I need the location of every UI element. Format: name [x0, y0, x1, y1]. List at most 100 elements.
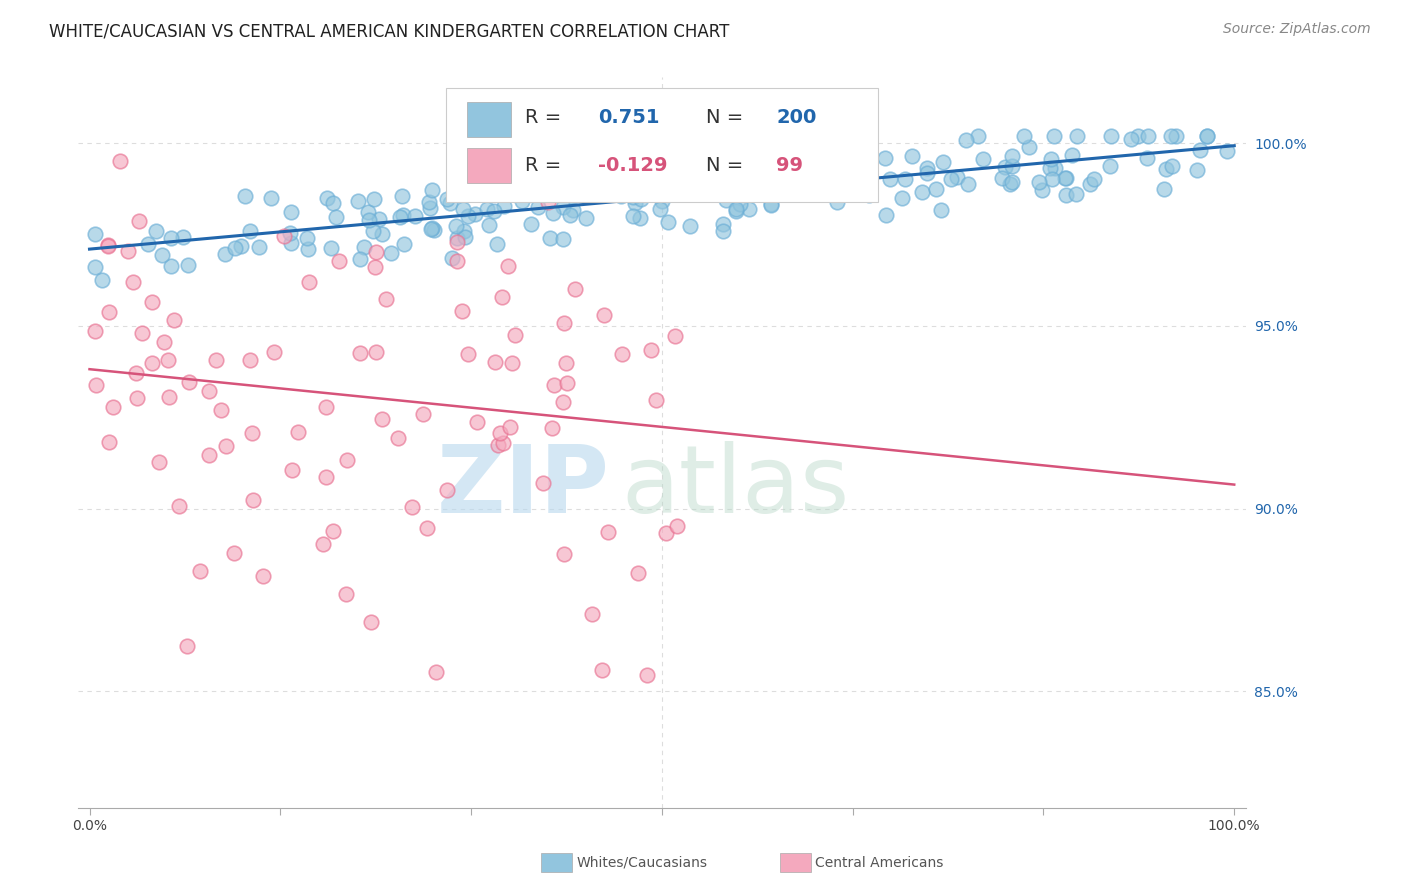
Point: [145, 224, 167, 238]
Point: [325, 210, 347, 224]
Text: 100.0%: 100.0%: [1208, 819, 1261, 833]
Point: [446, 231, 468, 245]
Text: R =: R =: [526, 156, 561, 176]
Point: [773, 151, 796, 165]
Point: [287, 425, 309, 439]
Point: [1126, 128, 1149, 143]
Point: [675, 167, 697, 181]
Point: [141, 356, 163, 370]
Point: [205, 353, 228, 368]
Point: [568, 178, 591, 192]
Point: [1000, 175, 1022, 189]
Point: [831, 160, 853, 174]
Point: [562, 202, 585, 217]
Point: [828, 166, 851, 180]
Point: [420, 220, 443, 235]
Bar: [467, 102, 512, 136]
Point: [380, 246, 402, 260]
Point: [83, 260, 105, 274]
Point: [1083, 172, 1105, 186]
Point: [1064, 187, 1087, 202]
Point: [946, 169, 969, 184]
Point: [634, 181, 657, 195]
Point: [235, 189, 257, 203]
Point: [366, 344, 388, 359]
Point: [925, 182, 948, 196]
Point: [453, 224, 475, 238]
Point: [1099, 128, 1122, 143]
Point: [349, 252, 371, 266]
Point: [575, 211, 598, 226]
Text: R =: R =: [526, 108, 561, 128]
Point: [364, 260, 387, 274]
Point: [966, 128, 988, 143]
Point: [422, 183, 444, 197]
Point: [1136, 128, 1159, 143]
Point: [718, 184, 741, 198]
Point: [728, 197, 751, 211]
Text: Whites/Caucasians: Whites/Caucasians: [576, 855, 707, 870]
Point: [1039, 161, 1062, 176]
Point: [491, 290, 513, 304]
Point: [439, 196, 461, 211]
Point: [593, 308, 616, 322]
Point: [858, 187, 880, 202]
Text: ZIP: ZIP: [436, 441, 609, 533]
Point: [150, 248, 173, 262]
Point: [711, 218, 734, 232]
Point: [609, 188, 631, 202]
Point: [553, 200, 575, 214]
Point: [328, 254, 350, 268]
Text: 99: 99: [776, 156, 803, 176]
Point: [97, 239, 120, 253]
Point: [391, 189, 413, 203]
Point: [553, 232, 575, 246]
Point: [412, 408, 434, 422]
Point: [650, 187, 672, 202]
Point: [83, 227, 105, 242]
Point: [778, 160, 800, 174]
Point: [436, 193, 458, 207]
Point: [875, 208, 897, 222]
Point: [690, 165, 713, 179]
Point: [457, 346, 479, 360]
Point: [900, 149, 922, 163]
Point: [353, 240, 375, 254]
Point: [499, 420, 522, 434]
Point: [97, 238, 120, 252]
Point: [510, 179, 533, 194]
Point: [624, 196, 647, 211]
Point: [156, 352, 179, 367]
Point: [101, 401, 124, 415]
Point: [125, 366, 148, 380]
Point: [569, 187, 592, 202]
Point: [136, 236, 159, 251]
Point: [486, 236, 509, 251]
Point: [737, 202, 759, 216]
Text: N =: N =: [706, 108, 744, 128]
Point: [420, 222, 443, 236]
Bar: [446, 88, 877, 202]
Point: [723, 172, 745, 186]
Point: [537, 194, 560, 209]
Point: [1039, 152, 1062, 166]
Point: [1028, 175, 1050, 189]
Point: [1153, 182, 1175, 196]
Point: [280, 463, 302, 477]
Point: [371, 412, 394, 426]
Point: [419, 201, 441, 215]
Point: [724, 204, 747, 219]
Point: [873, 152, 896, 166]
Point: [361, 224, 384, 238]
Point: [486, 438, 509, 452]
Point: [209, 402, 232, 417]
Point: [596, 525, 619, 540]
Point: [644, 392, 666, 407]
Point: [467, 415, 489, 429]
Point: [454, 230, 477, 244]
Point: [991, 171, 1014, 186]
Point: [295, 231, 318, 245]
Point: [738, 173, 761, 187]
Point: [1054, 187, 1077, 202]
Point: [503, 327, 526, 342]
